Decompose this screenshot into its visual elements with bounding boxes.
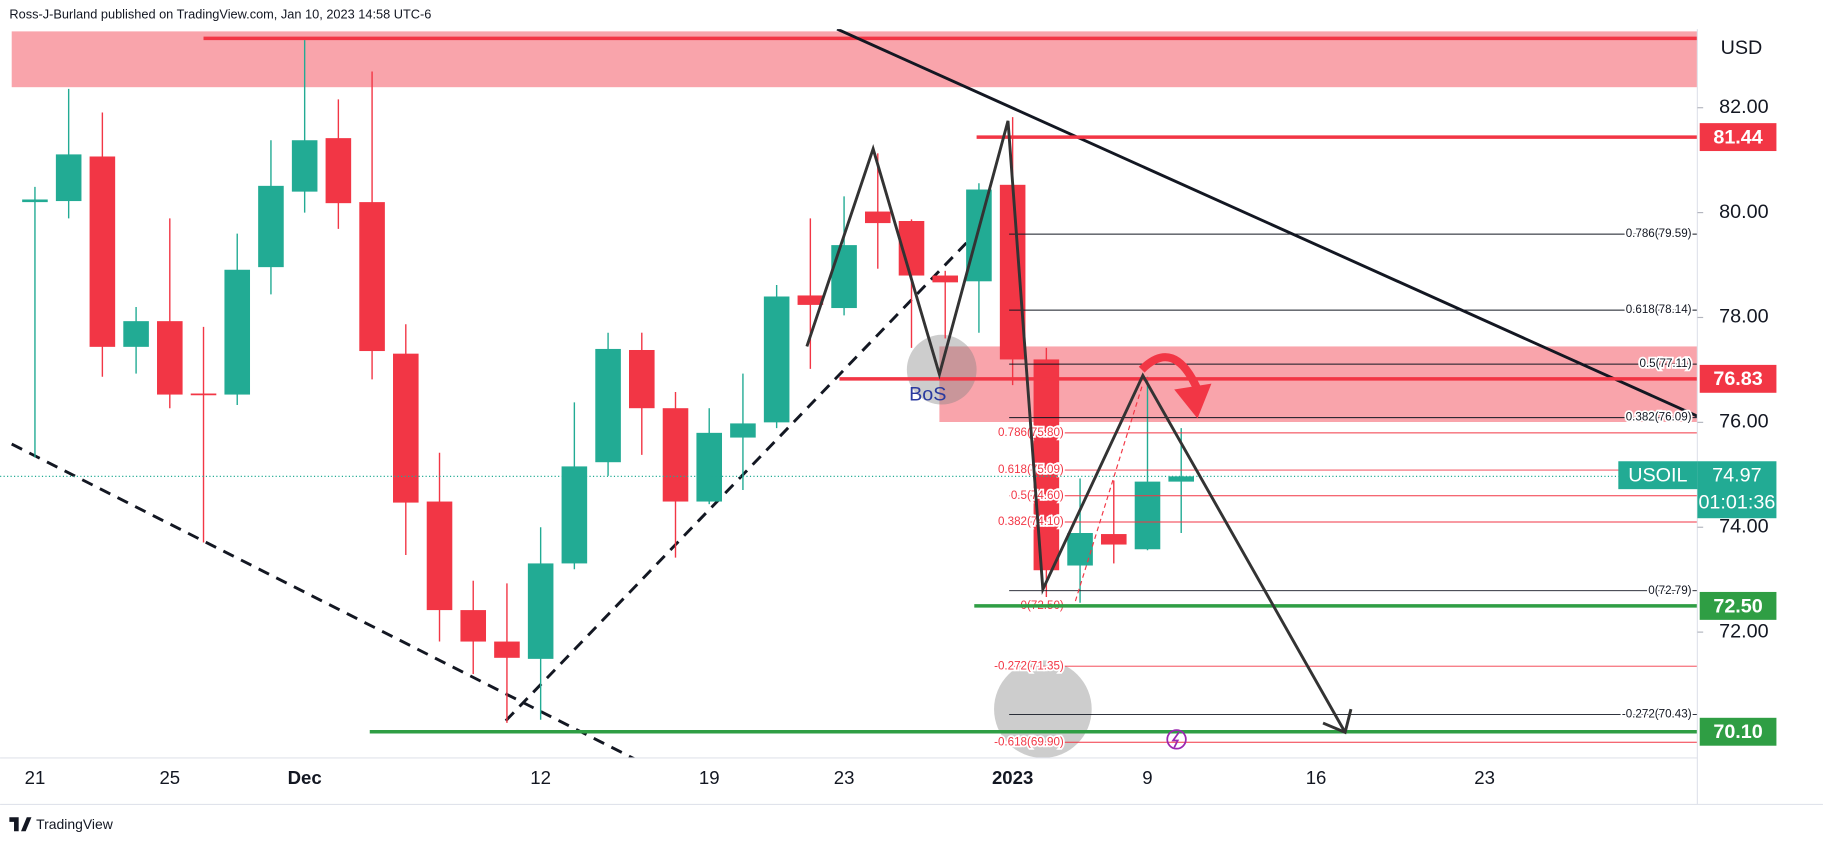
- candle-body: [595, 348, 621, 463]
- candle-body: [999, 184, 1026, 360]
- candle-body: [258, 185, 284, 268]
- dashed-trendline: [11, 442, 636, 758]
- last-price-box: [1697, 461, 1777, 519]
- level-label: 72.50: [1713, 595, 1762, 617]
- candle-body: [224, 269, 251, 395]
- candle-body: [123, 321, 149, 347]
- level-label-box: [1699, 364, 1777, 393]
- dashed-trendline: [504, 237, 972, 722]
- candle-body: [494, 641, 520, 658]
- target-circle: [994, 660, 1092, 758]
- x-tick-label: 2023: [992, 767, 1033, 788]
- fib-anchor: [1074, 383, 1144, 602]
- candle-body: [662, 408, 689, 502]
- candle-body: [460, 610, 487, 642]
- event-icon: [1166, 729, 1187, 750]
- x-tick-label: 23: [1474, 767, 1495, 788]
- overlays: 0.786(79.59) 0.618(78.14) 0.5(77.11) 0.382(…: [0, 135, 1698, 750]
- bos-label: BoS: [909, 383, 946, 405]
- logo: [9, 817, 32, 832]
- candle-body: [55, 154, 82, 202]
- candle-body: [157, 321, 183, 395]
- symbol-label: USOIL: [1628, 465, 1687, 487]
- fib-label: 0.5(77.11): [1639, 357, 1691, 370]
- x-tick-label: 21: [25, 767, 46, 788]
- fib-label: -0.272(70.43): [1622, 708, 1692, 721]
- candle-body: [190, 393, 217, 396]
- candle-body: [291, 140, 318, 192]
- header: Ross-J-Burland published on TradingView.…: [9, 6, 431, 21]
- level-label-box: [1699, 123, 1777, 152]
- x-tick-label: 19: [699, 767, 720, 788]
- candle-body: [527, 563, 554, 659]
- curved-arrow-head: [1174, 383, 1212, 419]
- fib-label: 0.618(75.09): [998, 463, 1064, 476]
- y-tick-label: 72.00: [1719, 620, 1768, 642]
- y-tick-label: 82.00: [1719, 96, 1768, 118]
- candle-body: [1168, 476, 1194, 482]
- candle-body: [966, 189, 992, 282]
- candle-body: [932, 275, 959, 283]
- level-label-box: [1699, 591, 1777, 620]
- candle-body: [325, 138, 352, 204]
- fib-label: -0.618(69.90): [994, 735, 1064, 748]
- candle-body: [696, 432, 723, 502]
- last-price-label: 74.97: [1712, 465, 1761, 487]
- fib-label: 0.618(78.14): [1626, 303, 1692, 316]
- y-tick-label: 78.00: [1719, 306, 1768, 328]
- candle-body: [797, 295, 824, 305]
- level-label: 70.10: [1713, 721, 1762, 743]
- zigzag: [805, 120, 1347, 734]
- candle-body: [1100, 534, 1127, 545]
- level-label-box: [1699, 717, 1777, 746]
- drawings: [11, 29, 1698, 758]
- x-tick-label: 25: [159, 767, 180, 788]
- candle-body: [561, 466, 588, 564]
- countdown-label: 01:01:36: [1698, 491, 1775, 513]
- resistance-zone: [11, 31, 1698, 88]
- x-tick-label: 9: [1142, 767, 1152, 788]
- fib-label: 0(72.79): [1648, 584, 1691, 597]
- candle-body: [359, 202, 385, 352]
- candle-body: [730, 423, 756, 438]
- candle-body: [831, 245, 857, 309]
- axes: 72.00 74.00 76.00 78.00 80.00 82.00 21 25 Dec 12 1…: [25, 96, 1769, 788]
- candle-body: [864, 211, 891, 224]
- level-label: 81.44: [1713, 126, 1762, 148]
- event-icon-bolt: [1171, 731, 1180, 748]
- currency: USD: [1721, 37, 1763, 59]
- x-tick-label: Dec: [288, 767, 322, 788]
- x-tick-label: 23: [834, 767, 855, 788]
- fib-label: 0.382(76.09): [1626, 411, 1692, 424]
- arrow-head: [1322, 708, 1353, 735]
- level-label: 76.83: [1713, 368, 1762, 390]
- candle-body: [1134, 481, 1161, 550]
- fib-label: 0.5(74.60): [1011, 489, 1064, 502]
- y-tick-label: 74.00: [1719, 515, 1768, 537]
- candle-body: [89, 156, 116, 347]
- symbol-box: [1618, 461, 1698, 490]
- fib-label: 0.382(74.10): [998, 515, 1064, 528]
- x-tick-label: 16: [1306, 767, 1327, 788]
- curved-arrow: [1138, 353, 1202, 392]
- candle-body: [393, 353, 419, 503]
- footer-text: TradingView: [36, 816, 114, 832]
- candle-body: [426, 501, 453, 611]
- fib-label: -0.272(71.35): [994, 659, 1064, 672]
- candle-body: [1067, 533, 1093, 566]
- trendline: [836, 29, 1698, 418]
- y-tick-label: 80.00: [1719, 201, 1768, 223]
- candle-body: [763, 296, 790, 423]
- x-tick-label: 12: [530, 767, 551, 788]
- footer: TradingView: [9, 816, 114, 832]
- candles: [22, 40, 1194, 723]
- pattern: BoS: [805, 120, 1353, 750]
- price-labels: 81.44 76.83 72.50 70.10 USOIL 74.97 01:01:36: [1618, 123, 1777, 746]
- fib-label: 0.786(79.59): [1626, 227, 1692, 240]
- y-tick-label: 76.00: [1719, 411, 1768, 433]
- candle-body: [629, 349, 655, 409]
- candle-body: [22, 199, 48, 203]
